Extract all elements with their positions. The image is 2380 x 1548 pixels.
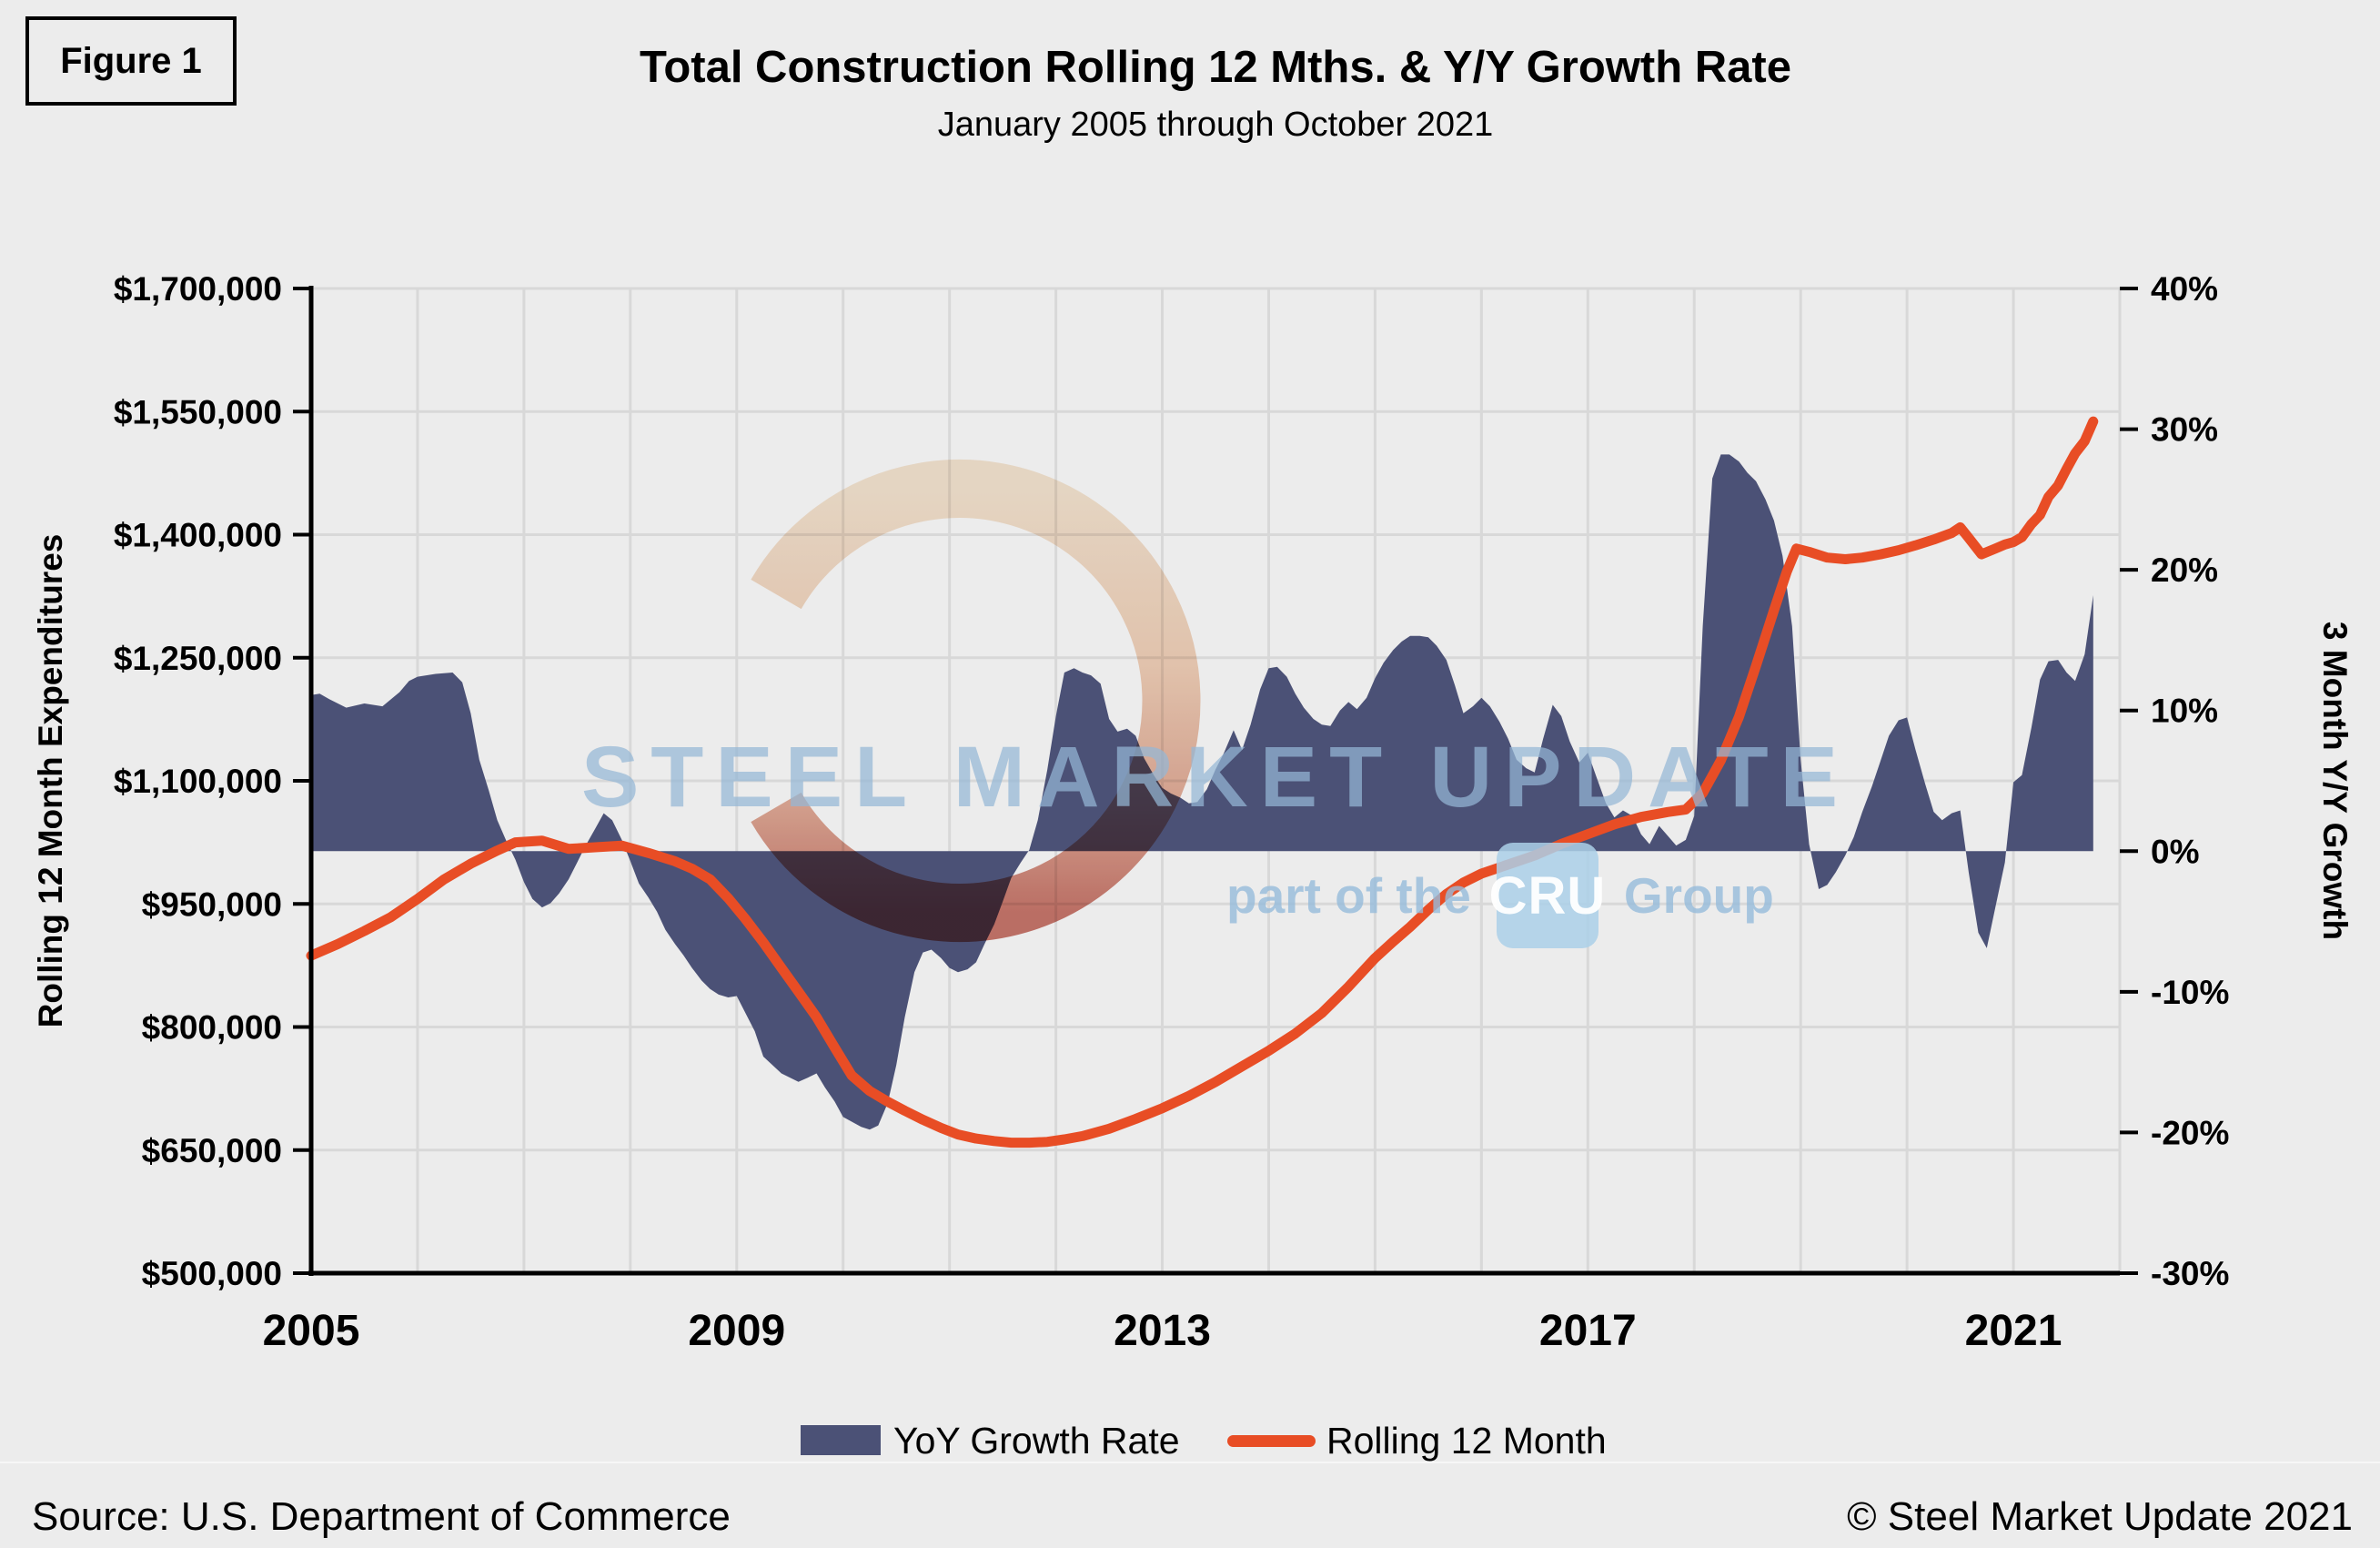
axes: $1,700,000 $1,550,000 $1,400,000 $1,250,000…	[114, 270, 2230, 1355]
figure-label: Figure 1	[60, 40, 202, 81]
copyright-note: © Steel Market Update 2021	[1847, 1494, 2353, 1539]
watermark-part-of-the: part of the	[1226, 867, 1471, 924]
yoy-growth-area	[311, 454, 2093, 1130]
watermark-group: Group	[1623, 867, 1774, 924]
cru-logo-text: CRU	[1488, 865, 1607, 926]
right-axis-tick-label: 20%	[2151, 551, 2218, 589]
x-axis-tick-label: 2009	[688, 1307, 785, 1355]
x-axis-tick-label: 2005	[263, 1307, 360, 1355]
left-axis-tick-label: $1,550,000	[114, 393, 282, 430]
figure-label-box: Figure 1	[25, 16, 237, 106]
left-axis-tick-label: $650,000	[142, 1132, 282, 1169]
crescent-arc	[751, 460, 1201, 942]
source-note: Source: U.S. Department of Commerce	[32, 1494, 731, 1539]
x-axis-tick-label: 2013	[1114, 1307, 1211, 1355]
legend-line-swatch	[1227, 1435, 1316, 1447]
legend-area-label: YoY Growth Rate	[893, 1420, 1180, 1462]
rolling-12-month-line	[306, 416, 2099, 1148]
right-axis-tick-label: 0%	[2151, 833, 2199, 870]
right-axis-tick-label: 40%	[2151, 270, 2218, 308]
left-axis-tick-label: $1,250,000	[114, 640, 282, 677]
legend-area-swatch	[801, 1425, 881, 1455]
cru-logo-box: CRU	[1489, 843, 1605, 948]
right-axis-tick-label: -30%	[2151, 1255, 2229, 1292]
left-axis-tick-label: $1,400,000	[114, 517, 282, 554]
left-axis-tick-label: $1,700,000	[114, 270, 282, 308]
left-axis-tick-label: $500,000	[142, 1255, 282, 1292]
left-axis-tick-label: $950,000	[142, 885, 282, 923]
left-axis-tick-label: $1,100,000	[114, 763, 282, 800]
chart-subtitle: January 2005 through October 2021	[937, 106, 1494, 144]
right-axis-tick-label: 30%	[2151, 411, 2218, 449]
chart-title: Total Construction Rolling 12 Mths. & Y/…	[640, 43, 1791, 92]
right-axis-tick-label: -20%	[2151, 1114, 2229, 1151]
x-axis-tick-label: 2017	[1539, 1307, 1637, 1355]
legend-line-label: Rolling 12 Month	[1326, 1420, 1607, 1462]
right-axis-tick-label: -10%	[2151, 974, 2229, 1011]
x-axis-tick-label: 2021	[1965, 1307, 2062, 1355]
watermark-text: STEEL MARKET UPDATE	[580, 729, 1851, 825]
watermark-subtext: part of the CRU Group	[1226, 843, 1774, 948]
footer-divider	[0, 1462, 2380, 1463]
left-axis-tick-label: $800,000	[142, 1009, 282, 1047]
right-axis-tick-label: 10%	[2151, 693, 2218, 730]
